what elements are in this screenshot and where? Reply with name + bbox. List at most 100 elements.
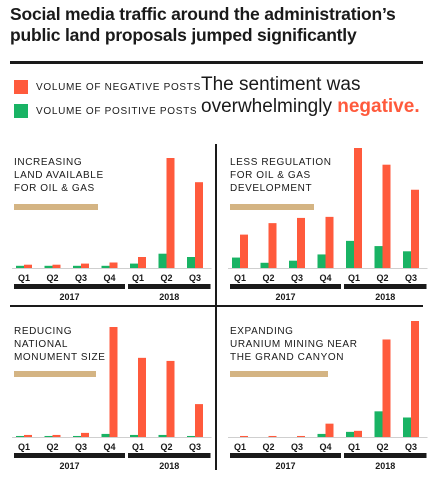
- chart-title-line-1: Social media traffic around the administ…: [10, 4, 396, 24]
- panel-1-label-line-1: INCREASING: [14, 157, 82, 168]
- panel-2-bar-positive-5: [346, 240, 354, 268]
- panel-4-bar-negative-3: [297, 435, 305, 437]
- sentiment-line-2: overwhelmingly negative.: [201, 96, 420, 118]
- panel-2-tick-label-6: Q2: [376, 273, 388, 283]
- panel-4-bar-negative-5: [354, 430, 362, 437]
- panel-3-bar-negative-7: [195, 404, 203, 437]
- panel-3-tick-label-7: Q3: [189, 442, 201, 452]
- panel-3-year-label-1: 2017: [59, 461, 79, 471]
- panel-2-label-line-1: LESS REGULATION: [230, 157, 332, 168]
- panel-1-label-line-2: LAND AVAILABLE: [14, 170, 104, 181]
- panel-1-bar-negative-3: [81, 263, 89, 268]
- panel-3-bar-negative-6: [166, 360, 175, 437]
- panel-1-tick-label-7: Q3: [189, 273, 201, 283]
- panel-4-bar-positive-4: [317, 433, 326, 437]
- panel-1-bar-positive-3: [73, 265, 81, 268]
- panel-3-tick-label-2: Q2: [46, 442, 58, 452]
- legend-swatch-negative: [14, 80, 28, 94]
- panel-2-year-label-1: 2017: [275, 292, 295, 302]
- panel-3-year-bar-2: [128, 453, 211, 458]
- panel-3-year-label-2: 2018: [159, 461, 179, 471]
- panel-3-label-line-2: NATIONAL: [14, 339, 68, 350]
- panel-2-bar-negative-2: [268, 223, 277, 268]
- panel-3-tick-label-1: Q1: [18, 442, 30, 452]
- panel-1-bar-positive-2: [44, 265, 53, 268]
- panel-2-tick-label-3: Q3: [291, 273, 303, 283]
- panel-3-tick-label-4: Q4: [103, 442, 115, 452]
- panel-3-bar-negative-3: [81, 432, 89, 437]
- panel-3-bar-positive-6: [158, 434, 167, 437]
- panel-2-tick-label-2: Q2: [262, 273, 274, 283]
- legend-label-positive: VOLUME OF POSITIVE POSTS: [36, 105, 198, 117]
- panel-4-bar-negative-1: [240, 435, 248, 437]
- panel-4-label-highlight: [230, 371, 328, 377]
- panel-divider-vertical: [215, 144, 217, 470]
- panel-3-label-line-3: MONUMENT SIZE: [14, 352, 106, 363]
- panel-3-bar-positive-3: [73, 435, 81, 437]
- panel-2-bar-negative-1: [240, 234, 248, 268]
- panel-2-bar-positive-7: [403, 251, 411, 268]
- panel-divider-horizontal: [10, 305, 423, 307]
- panel-2-bar-negative-6: [382, 164, 391, 268]
- panel-2-bar-positive-4: [317, 254, 326, 268]
- panel-4-bar-positive-6: [374, 411, 383, 437]
- panel-3-tick-label-3: Q3: [75, 442, 87, 452]
- panel-1-label-highlight: [14, 204, 98, 210]
- panel-3-tick-label-6: Q2: [160, 442, 172, 452]
- panel-2-year-bar-2: [344, 284, 427, 289]
- panel-2-label-highlight: [230, 204, 314, 210]
- panel-1-year-bar-2: [128, 284, 211, 289]
- panel-3-bar-positive-1: [16, 435, 24, 437]
- panel-1-bar-negative-7: [195, 182, 203, 268]
- panel-1-bar-positive-4: [101, 265, 110, 268]
- panel-1-year-label-1: 2017: [59, 292, 79, 302]
- panel-2-bar-negative-4: [325, 216, 334, 268]
- legend-label-negative: VOLUME OF NEGATIVE POSTS: [36, 81, 201, 93]
- panel-2-year-bar-1: [230, 284, 341, 289]
- panel-2-tick-label-4: Q4: [319, 273, 331, 283]
- panel-4-label-line-1: EXPANDING: [230, 326, 294, 337]
- panel-3-bar-negative-1: [24, 434, 32, 437]
- panel-1-bar-positive-5: [130, 263, 138, 268]
- panel-3-bar-positive-4: [101, 433, 110, 437]
- panel-1-label-line-3: FOR OIL & GAS: [14, 183, 95, 194]
- panel-1-year-bar-1: [14, 284, 125, 289]
- panel-1-year-label-2: 2018: [159, 292, 179, 302]
- panel-1-bar-negative-5: [138, 257, 146, 268]
- sentiment-annotation: The sentiment was overwhelmingly negativ…: [201, 74, 420, 118]
- panel-1-bar-negative-6: [166, 158, 175, 268]
- panel-1-tick-label-2: Q2: [46, 273, 58, 283]
- panel-2-bar-positive-2: [260, 262, 269, 268]
- panel-3-bar-negative-2: [52, 434, 61, 437]
- panel-3-bar-negative-4: [109, 327, 118, 437]
- panel-1-bar-positive-6: [158, 253, 167, 268]
- panel-1-tick-label-4: Q4: [103, 273, 115, 283]
- panel-1-tick-label-3: Q3: [75, 273, 87, 283]
- sentiment-emphasis: negative.: [337, 96, 420, 117]
- legend-swatch-positive: [14, 104, 28, 118]
- panel-2-bar-positive-1: [232, 257, 240, 268]
- panel-2-label-line-2: FOR OIL & GAS: [230, 170, 311, 181]
- panel-1-bar-negative-1: [24, 264, 32, 268]
- panel-4-bar-negative-4: [325, 423, 334, 437]
- sentiment-line-1: The sentiment was: [201, 74, 361, 95]
- panel-1-bar-negative-4: [109, 262, 118, 268]
- panel-3-bar-positive-2: [44, 435, 53, 437]
- panel-2-bar-negative-3: [297, 217, 305, 268]
- panel-1-bar-positive-1: [16, 265, 24, 268]
- panel-2-label-line-3: DEVELOPMENT: [230, 183, 312, 194]
- panel-2-bar-negative-7: [411, 189, 419, 268]
- panel-2-tick-label-7: Q3: [405, 273, 417, 283]
- panel-4-bar-negative-2: [268, 435, 277, 437]
- panel-3-label-highlight: [14, 371, 96, 377]
- panel-4-year-label-1: 2017: [275, 461, 295, 471]
- panel-2-bar-positive-6: [374, 246, 383, 268]
- panel-3-bar-positive-7: [187, 435, 195, 437]
- panel-2-year-label-2: 2018: [375, 292, 395, 302]
- title-rule: [10, 61, 423, 64]
- panel-4-tick-label-1: Q1: [234, 442, 246, 452]
- panel-2-tick-label-1: Q1: [234, 273, 246, 283]
- panel-4-year-bar-2: [344, 453, 427, 458]
- panel-1-tick-label-5: Q1: [132, 273, 144, 283]
- panel-2-bar-negative-5: [354, 148, 362, 268]
